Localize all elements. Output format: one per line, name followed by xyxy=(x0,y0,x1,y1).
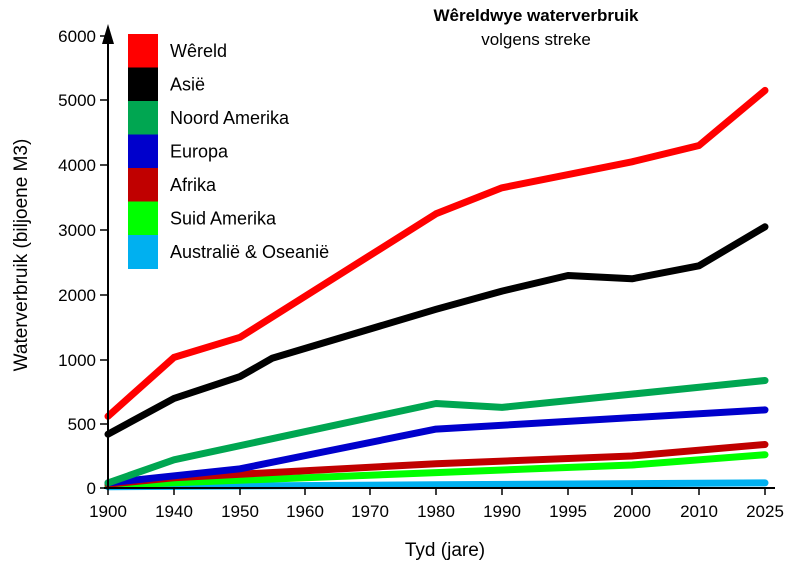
legend-swatch xyxy=(128,101,158,135)
legend-swatch xyxy=(128,134,158,169)
series-line xyxy=(104,451,769,489)
legend-label: Suid Amerika xyxy=(170,209,277,229)
legend-swatch xyxy=(128,34,158,68)
x-tick-label: 2000 xyxy=(613,502,651,521)
x-axis-label: Tyd (jare) xyxy=(405,540,485,561)
y-tick-label: 1000 xyxy=(58,351,96,370)
y-axis-label: Waterverbruik (biljoene M3) xyxy=(11,139,32,372)
series-line xyxy=(104,377,769,487)
y-tick-label: 5000 xyxy=(58,91,96,110)
y-tick-label: 3000 xyxy=(58,221,96,240)
x-tick-label: 1990 xyxy=(483,502,521,521)
x-tick-label: 1900 xyxy=(89,502,127,521)
x-tick-label: 1960 xyxy=(286,502,324,521)
legend-swatch xyxy=(128,168,158,202)
x-ticks: 1900 1940 1950 1960 1970 1980 1990 1995 2000 2010… xyxy=(89,488,784,521)
legend-label: Afrika xyxy=(170,175,217,195)
legend-swatch xyxy=(128,67,158,102)
series-line xyxy=(104,223,769,438)
legend-label: Wêreld xyxy=(170,41,227,61)
legend-swatch xyxy=(128,235,158,269)
y-tick-label: 2000 xyxy=(58,286,96,305)
x-tick-label: 1970 xyxy=(351,502,389,521)
legend-label: Europa xyxy=(170,142,229,162)
chart-title: Wêreldwye waterverbruik xyxy=(433,6,639,25)
y-tick-label: 0 xyxy=(87,479,96,498)
x-tick-label: 1980 xyxy=(417,502,455,521)
series-layer xyxy=(104,86,769,491)
x-tick-label: 2010 xyxy=(680,502,718,521)
y-tick-label: 6000 xyxy=(58,27,96,46)
x-tick-label: 1940 xyxy=(155,502,193,521)
legend-swatch xyxy=(128,201,158,236)
legend-label: Noord Amerika xyxy=(170,108,290,128)
series-line xyxy=(104,86,769,420)
y-tick-label: 4000 xyxy=(58,156,96,175)
y-ticks: 0 500 1000 2000 3000 4000 5000 6000 xyxy=(58,27,108,498)
series-line xyxy=(104,479,769,491)
y-tick-label: 500 xyxy=(68,415,96,434)
x-tick-label: 1995 xyxy=(549,502,587,521)
chart-subtitle: volgens streke xyxy=(481,30,591,49)
x-tick-label: 2025 xyxy=(746,502,784,521)
legend-label: Asië xyxy=(170,75,205,95)
y-axis-arrow xyxy=(102,24,114,44)
series-line xyxy=(104,406,769,487)
legend-label: Australië & Oseanië xyxy=(170,242,329,262)
x-tick-label: 1950 xyxy=(221,502,259,521)
legend: Wêreld Asië Noord Amerika Europa Afrika Suid … xyxy=(128,34,329,269)
